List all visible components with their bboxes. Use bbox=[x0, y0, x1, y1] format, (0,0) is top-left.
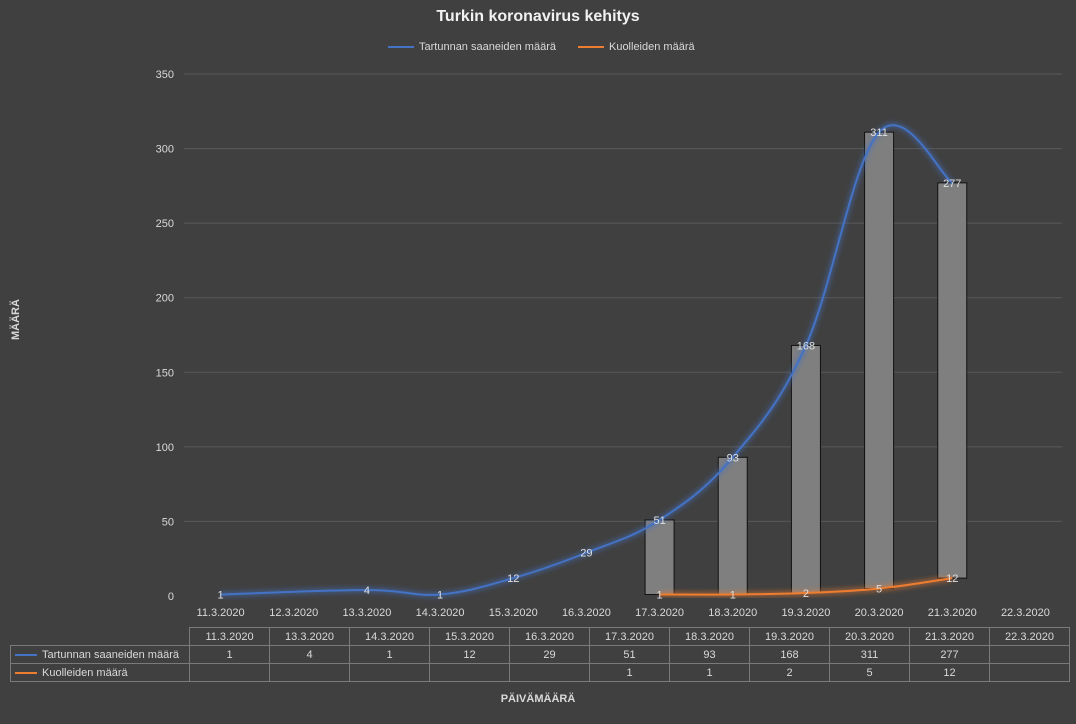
x-tick-label: 20.3.2020 bbox=[855, 607, 904, 619]
legend-item-deaths: Kuolleiden määrä bbox=[577, 41, 695, 53]
x-tick-label: 12.3.2020 bbox=[269, 607, 318, 619]
y-tick-label: 50 bbox=[162, 516, 174, 528]
table-cell: 1 bbox=[669, 663, 750, 682]
series-line-glow-0 bbox=[220, 122, 955, 598]
table-cell: 12 bbox=[909, 663, 990, 682]
x-tick-label: 17.3.2020 bbox=[635, 607, 684, 619]
high-low-bar bbox=[864, 131, 895, 590]
data-label-infected: 12 bbox=[507, 573, 519, 585]
data-label-infected: 51 bbox=[653, 515, 665, 527]
table-cell: 2 bbox=[749, 663, 830, 682]
table-row-label: Tartunnan saaneiden määrä bbox=[42, 648, 179, 661]
series-line-0 bbox=[220, 124, 953, 596]
table-header-cell: 13.3.2020 bbox=[269, 627, 350, 646]
data-label-infected: 311 bbox=[870, 127, 888, 139]
table-header-cell: 11.3.2020 bbox=[189, 627, 270, 646]
data-label-infected: 1 bbox=[437, 590, 443, 602]
legend: Tartunnan saaneiden määrä Kuolleiden mää… bbox=[388, 41, 695, 53]
high-low-bar bbox=[937, 182, 968, 579]
x-tick-label: 22.3.2020 bbox=[1001, 607, 1050, 619]
table-cell bbox=[429, 663, 510, 682]
table-cell: 93 bbox=[669, 645, 750, 664]
table-cell: 277 bbox=[909, 645, 990, 664]
y-tick-label: 150 bbox=[156, 367, 174, 379]
table-cell bbox=[989, 645, 1070, 664]
y-tick-label: 300 bbox=[156, 144, 174, 156]
high-low-bar bbox=[790, 344, 821, 594]
legend-label-infected: Tartunnan saaneiden määrä bbox=[419, 41, 556, 53]
table-cell: 1 bbox=[589, 663, 670, 682]
table-cell: 1 bbox=[349, 645, 430, 664]
table-cell: 168 bbox=[749, 645, 830, 664]
y-tick-label: 350 bbox=[156, 69, 174, 81]
table-row-label: Kuolleiden määrä bbox=[42, 666, 128, 679]
x-tick-label: 21.3.2020 bbox=[928, 607, 977, 619]
y-tick-label: 250 bbox=[156, 218, 174, 230]
x-tick-label: 13.3.2020 bbox=[342, 607, 391, 619]
table-header-cell: 19.3.2020 bbox=[749, 627, 830, 646]
chart-title: Turkin koronavirus kehitys bbox=[436, 8, 640, 25]
data-label-infected: 29 bbox=[580, 548, 592, 560]
x-axis-label: PÄIVÄMÄÄRÄ bbox=[500, 693, 576, 705]
data-label-infected: 277 bbox=[943, 178, 961, 190]
x-tick-label: 15.3.2020 bbox=[489, 607, 538, 619]
high-low-bar bbox=[644, 519, 675, 596]
data-label-infected: 4 bbox=[364, 585, 370, 597]
table-header-cell: 16.3.2020 bbox=[509, 627, 590, 646]
legend-swatch-deaths bbox=[577, 46, 604, 48]
table-header-cell: 17.3.2020 bbox=[589, 627, 670, 646]
table-header-cell: 21.3.2020 bbox=[909, 627, 990, 646]
x-tick-label: 16.3.2020 bbox=[562, 607, 611, 619]
y-tick-label: 0 bbox=[168, 591, 174, 603]
data-label-deaths: 1 bbox=[657, 590, 663, 602]
table-cell: 1 bbox=[189, 645, 270, 664]
table-row-header: Tartunnan saaneiden määrä bbox=[10, 645, 190, 664]
data-label-deaths: 1 bbox=[730, 590, 736, 602]
data-label-deaths: 5 bbox=[876, 584, 882, 596]
table-cell bbox=[269, 663, 350, 682]
table-row: Kuolleiden määrä 1 1 2 5 12 bbox=[10, 663, 1070, 682]
data-label-deaths: 12 bbox=[946, 573, 958, 585]
table-row-header: Kuolleiden määrä bbox=[10, 663, 190, 682]
data-label-infected: 93 bbox=[727, 452, 739, 464]
table-cell: 5 bbox=[829, 663, 910, 682]
data-label-infected: 168 bbox=[797, 340, 815, 352]
table-row: Tartunnan saaneiden määrä 1 4 1 12 29 51 93 168 3… bbox=[10, 645, 1070, 664]
legend-swatch-infected bbox=[388, 46, 414, 48]
table-cell: 311 bbox=[829, 645, 910, 664]
table-cell: 51 bbox=[589, 645, 670, 664]
legend-item-infected: Tartunnan saaneiden määrä bbox=[388, 41, 556, 53]
legend-label-deaths: Kuolleiden määrä bbox=[608, 41, 695, 53]
table-header-row: 11.3.2020 13.3.2020 14.3.2020 15.3.2020 16.3… bbox=[10, 627, 1070, 646]
data-table: 11.3.2020 13.3.2020 14.3.2020 15.3.2020 16.3… bbox=[10, 627, 1070, 682]
x-tick-label: 14.3.2020 bbox=[416, 607, 465, 619]
table-cell: 29 bbox=[509, 645, 590, 664]
table-header-cell: 22.3.2020 bbox=[989, 627, 1070, 646]
table-corner bbox=[10, 627, 190, 646]
x-tick-label: 18.3.2020 bbox=[708, 607, 757, 619]
table-header-cell: 15.3.2020 bbox=[429, 627, 510, 646]
table-cell bbox=[189, 663, 270, 682]
table-header-cell: 20.3.2020 bbox=[829, 627, 910, 646]
x-tick-label: 11.3.2020 bbox=[197, 607, 245, 619]
y-axis-label: MÄÄRÄ bbox=[10, 299, 22, 340]
x-tick-label: 19.3.2020 bbox=[781, 607, 830, 619]
table-header-cell: 14.3.2020 bbox=[349, 627, 430, 646]
y-tick-label: 200 bbox=[156, 293, 174, 305]
y-tick-label: 100 bbox=[156, 442, 174, 454]
table-cell bbox=[989, 663, 1070, 682]
table-cell: 12 bbox=[429, 645, 510, 664]
data-label-deaths: 2 bbox=[803, 588, 809, 600]
high-low-bar bbox=[717, 456, 748, 596]
table-row-swatch bbox=[15, 653, 37, 656]
table-header-cell: 18.3.2020 bbox=[669, 627, 750, 646]
table-row-swatch bbox=[15, 671, 37, 674]
data-label-infected: 1 bbox=[218, 590, 224, 602]
table-cell: 4 bbox=[269, 645, 350, 664]
table-cell bbox=[509, 663, 590, 682]
table-cell bbox=[349, 663, 430, 682]
series-line-1 bbox=[659, 577, 953, 596]
